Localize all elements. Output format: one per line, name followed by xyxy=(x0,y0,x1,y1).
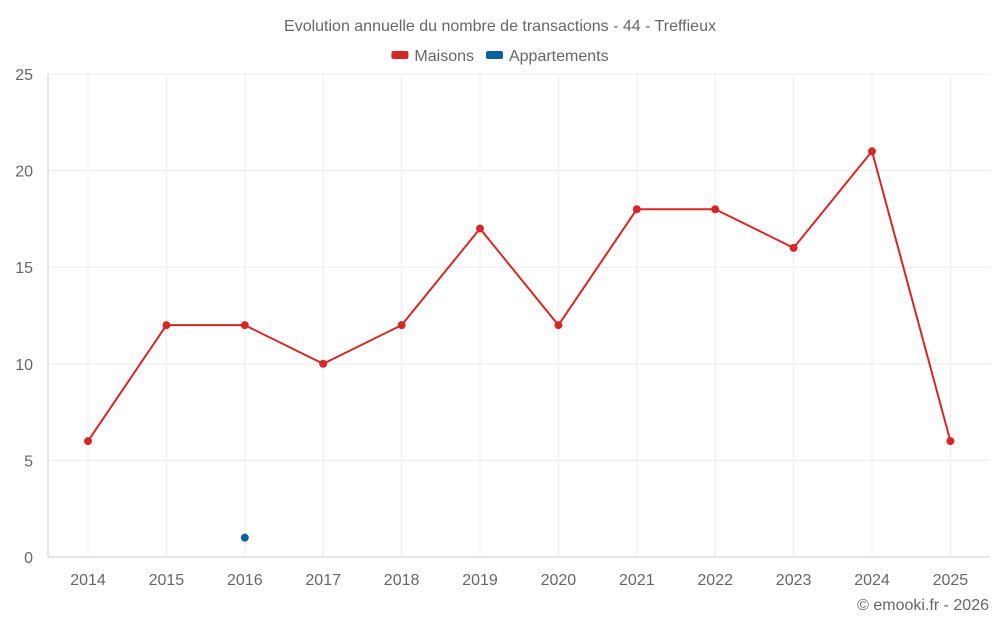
x-tick-label: 2018 xyxy=(384,572,420,589)
y-tick-label: 25 xyxy=(15,67,33,84)
x-tick-label: 2017 xyxy=(305,572,341,589)
series-line-maisons xyxy=(87,149,952,442)
legend-item-maisons[interactable]: Maisons xyxy=(391,48,474,65)
data-point-maisons-2016[interactable] xyxy=(240,321,249,330)
data-point-maisons-2024[interactable] xyxy=(868,147,876,156)
legend-swatch xyxy=(391,51,409,59)
data-point-maisons-2019[interactable] xyxy=(476,224,484,233)
x-tick-label: 2023 xyxy=(776,572,812,589)
x-tick-label: 2022 xyxy=(697,572,733,589)
data-point-maisons-2022[interactable] xyxy=(711,205,720,214)
x-tick-label: 2015 xyxy=(149,572,185,589)
data-point-maisons-2020[interactable] xyxy=(554,321,563,330)
chart-title: Evolution annuelle du nombre de transact… xyxy=(284,18,716,35)
data-point-maisons-2018[interactable] xyxy=(397,321,406,330)
data-point-maisons-2015[interactable] xyxy=(162,321,171,330)
credit-text: © emooki.fr - 2026 xyxy=(857,597,989,614)
grid xyxy=(48,73,990,557)
data-point-maisons-2023[interactable] xyxy=(789,243,798,252)
data-point-maisons-2014[interactable] xyxy=(84,437,92,446)
data-point-maisons-2017[interactable] xyxy=(319,359,328,368)
y-tick-label: 10 xyxy=(15,357,33,374)
y-tick-label: 5 xyxy=(24,453,33,470)
x-tick-label: 2021 xyxy=(619,572,655,589)
series-appartements xyxy=(240,533,249,542)
data-point-appartements-2016[interactable] xyxy=(240,533,249,542)
y-tick-label: 15 xyxy=(15,260,33,277)
legend: Maisons Appartements xyxy=(391,48,609,65)
series-layer xyxy=(84,147,955,542)
legend-label: Appartements xyxy=(509,48,609,65)
y-tick-label: 20 xyxy=(15,164,33,181)
series-maisons xyxy=(84,147,955,446)
x-tick-label: 2020 xyxy=(541,572,577,589)
x-tick-label: 2019 xyxy=(462,572,498,589)
x-tick-label: 2024 xyxy=(854,572,890,589)
x-tick-label: 2025 xyxy=(933,572,969,589)
data-point-maisons-2021[interactable] xyxy=(632,205,641,214)
data-point-maisons-2025[interactable] xyxy=(946,437,955,446)
x-tick-label: 2016 xyxy=(227,572,263,589)
y-tick-label: 0 xyxy=(24,550,33,567)
legend-item-appartements[interactable]: Appartements xyxy=(485,48,609,65)
legend-label: Maisons xyxy=(414,48,474,65)
legend-swatch xyxy=(485,51,503,59)
x-tick-label: 2014 xyxy=(70,572,106,589)
